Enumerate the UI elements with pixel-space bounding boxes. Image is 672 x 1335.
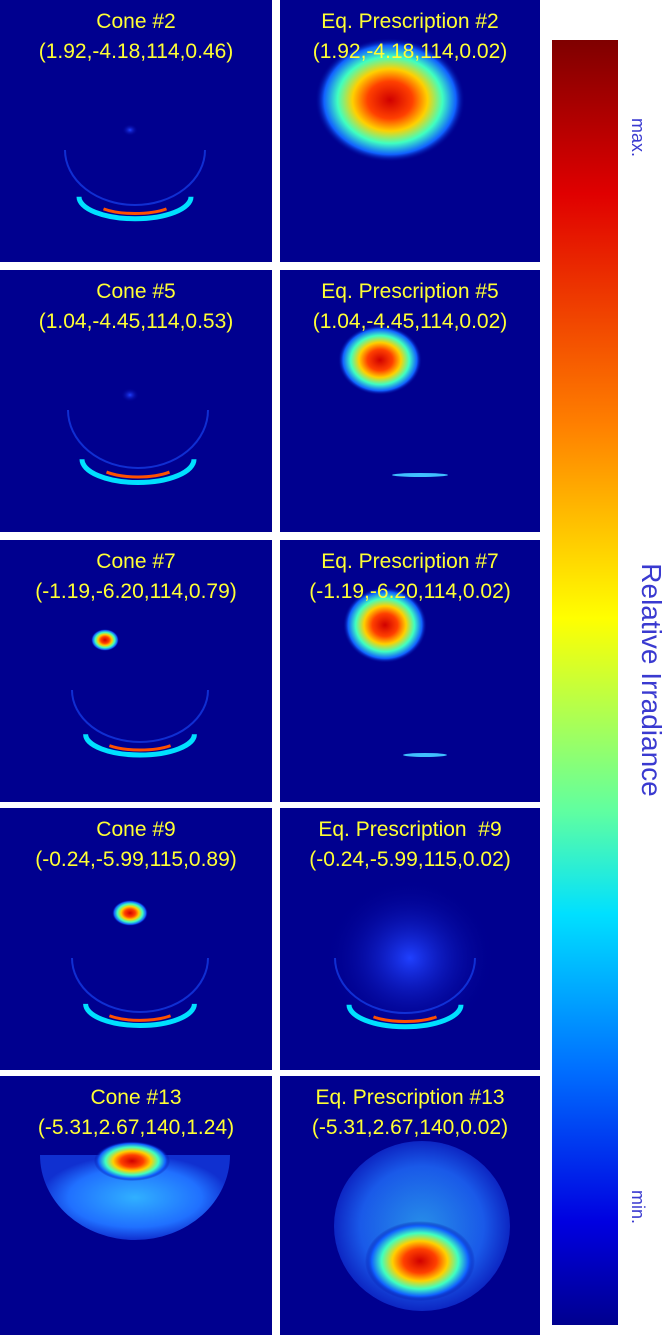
panel-params: (1.04,-4.45,114,0.02) bbox=[313, 310, 508, 333]
panel-title: Cone #2 bbox=[96, 10, 175, 33]
irradiance-streak bbox=[392, 473, 448, 477]
colorbar-min: min. bbox=[628, 1190, 648, 1224]
panel-params: (-5.31,2.67,140,0.02) bbox=[312, 1116, 508, 1139]
panel-title: Cone #9 bbox=[96, 818, 175, 841]
irradiance-spot bbox=[121, 388, 139, 402]
irradiance-spot bbox=[112, 900, 148, 926]
panel-title: Eq. Prescription #2 bbox=[321, 10, 498, 33]
irradiance-spot bbox=[365, 1221, 475, 1301]
panel-title: Eq. Prescription #13 bbox=[315, 1086, 504, 1109]
panel-title: Eq. Prescription #9 bbox=[318, 818, 501, 841]
panel-params: (-0.24,-5.99,115,0.02) bbox=[309, 848, 511, 871]
panel-params: (-0.24,-5.99,115,0.89) bbox=[35, 848, 237, 871]
irradiance-spot bbox=[122, 124, 138, 136]
irradiance-spot bbox=[91, 629, 119, 651]
panel-title: Cone #5 bbox=[96, 280, 175, 303]
panel-params: (1.92,-4.18,114,0.46) bbox=[39, 40, 234, 63]
irradiance-spot bbox=[94, 1141, 170, 1181]
irradiance-spot bbox=[338, 325, 422, 395]
panel-params: (1.92,-4.18,114,0.02) bbox=[313, 40, 508, 63]
figure: max. min. Relative Irradiance Cone #2 (1.… bbox=[0, 0, 672, 1335]
colorbar-max: max. bbox=[628, 118, 648, 157]
panel-title: Eq. Prescription #5 bbox=[321, 280, 498, 303]
panel-params: (-5.31,2.67,140,1.24) bbox=[38, 1116, 234, 1139]
panel-title: Cone #13 bbox=[90, 1086, 181, 1109]
irradiance-streak bbox=[403, 753, 447, 757]
panel-params: (1.04,-4.45,114,0.53) bbox=[39, 310, 234, 333]
panel-params: (-1.19,-6.20,114,0.02) bbox=[309, 580, 511, 603]
panel-params: (-1.19,-6.20,114,0.79) bbox=[35, 580, 237, 603]
colorbar bbox=[552, 40, 618, 1325]
panel-title: Cone #7 bbox=[96, 550, 175, 573]
colorbar-label: Relative Irradiance bbox=[636, 563, 667, 796]
panel-title: Eq. Prescription #7 bbox=[321, 550, 498, 573]
